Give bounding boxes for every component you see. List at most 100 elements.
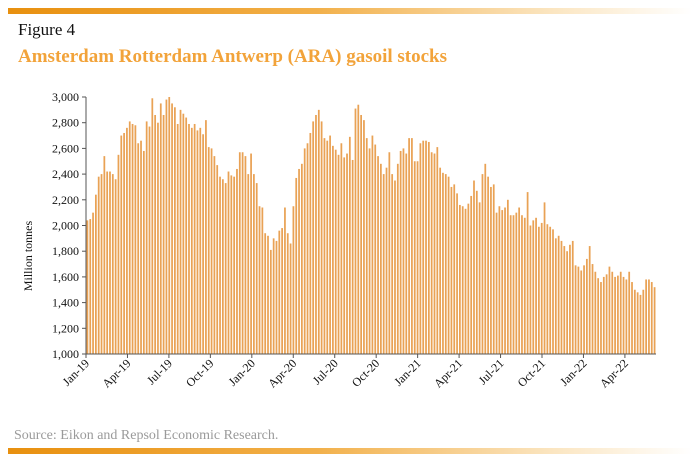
bar	[554, 238, 557, 354]
y-tick-label: 1,800	[52, 244, 79, 258]
bar	[577, 266, 580, 354]
y-tick-label: 3,000	[52, 90, 79, 104]
bar	[230, 175, 233, 354]
x-tick-label: Apr-20	[265, 356, 299, 390]
bar	[605, 274, 608, 354]
bar	[515, 212, 518, 354]
bar	[286, 233, 289, 354]
bar	[518, 207, 521, 354]
bar	[436, 147, 439, 354]
bar	[306, 143, 309, 354]
y-axis: 1,000 1,200 1,400 1,600 1,800 2,000 2,200 2,400…	[52, 90, 87, 361]
bar	[224, 183, 227, 354]
x-tick-label: Jan-22	[557, 356, 590, 389]
bar	[193, 123, 196, 354]
bar	[413, 161, 416, 354]
bar	[188, 123, 190, 354]
bar	[95, 194, 97, 354]
bar	[602, 276, 605, 354]
y-tick-label: 1,400	[52, 296, 79, 310]
bar	[199, 127, 202, 354]
bar	[97, 176, 100, 354]
bar	[529, 225, 532, 354]
bar	[227, 171, 230, 354]
bar	[470, 195, 473, 354]
bar	[478, 202, 481, 354]
bar	[351, 159, 354, 354]
bar	[543, 202, 546, 354]
bar	[89, 219, 92, 354]
bar	[284, 207, 286, 354]
bar	[371, 135, 374, 354]
bar	[117, 154, 120, 354]
bar	[332, 145, 334, 354]
source-note: Source: Eikon and Repsol Economic Resear…	[14, 428, 279, 443]
bar	[399, 150, 402, 354]
bar	[411, 138, 413, 354]
y-tick-label: 2,200	[52, 193, 79, 207]
bar	[244, 156, 247, 354]
bar	[219, 176, 221, 354]
bar	[109, 171, 111, 354]
bar	[100, 174, 103, 354]
chart-title: Amsterdam Rotterdam Antwerp (ARA) gasoil…	[18, 46, 448, 67]
bar	[538, 226, 540, 354]
bar	[134, 125, 137, 355]
bar	[275, 240, 278, 354]
bar	[594, 271, 597, 354]
bar	[340, 143, 343, 354]
bar	[159, 103, 162, 355]
bar	[611, 271, 614, 354]
bar	[439, 167, 442, 354]
bar	[343, 157, 346, 354]
bar	[337, 154, 340, 354]
y-tick-label: 2,400	[52, 167, 79, 181]
bar	[617, 275, 619, 354]
bar	[137, 143, 140, 354]
bar	[492, 184, 495, 354]
bar	[498, 206, 501, 354]
figure-label: Figure 4	[18, 20, 76, 39]
bar	[631, 282, 633, 354]
bar	[591, 264, 594, 354]
bar	[298, 168, 300, 354]
bar	[207, 147, 210, 354]
bar	[588, 246, 591, 354]
bar	[532, 220, 535, 354]
bar	[111, 174, 114, 354]
bar	[300, 163, 303, 354]
bar	[442, 172, 444, 354]
x-tick-label: Apr-21	[431, 356, 465, 390]
bar	[123, 132, 125, 354]
bar	[453, 184, 456, 354]
bar	[185, 117, 188, 354]
bar	[190, 127, 193, 354]
x-tick-label: Oct-20	[349, 356, 382, 389]
bar	[467, 203, 470, 354]
bar	[171, 103, 173, 355]
bar	[267, 235, 269, 354]
bar	[416, 161, 419, 354]
bar	[281, 228, 283, 354]
bar	[238, 152, 241, 354]
bar	[309, 132, 312, 354]
bar	[360, 114, 362, 355]
bar	[151, 98, 154, 354]
bar	[475, 190, 478, 354]
bar	[622, 276, 625, 354]
bar	[179, 109, 182, 354]
bar	[569, 244, 571, 354]
bar	[636, 292, 639, 354]
bar	[303, 148, 306, 354]
bar	[128, 121, 131, 354]
bar	[433, 153, 436, 354]
x-tick-label: Jul-21	[476, 356, 507, 387]
bar	[563, 246, 566, 354]
bottom-rule	[8, 448, 692, 454]
bar	[236, 168, 238, 354]
bar	[639, 294, 642, 354]
bar	[289, 243, 292, 354]
bar	[365, 138, 368, 354]
bar	[196, 130, 199, 354]
bar	[402, 148, 405, 354]
